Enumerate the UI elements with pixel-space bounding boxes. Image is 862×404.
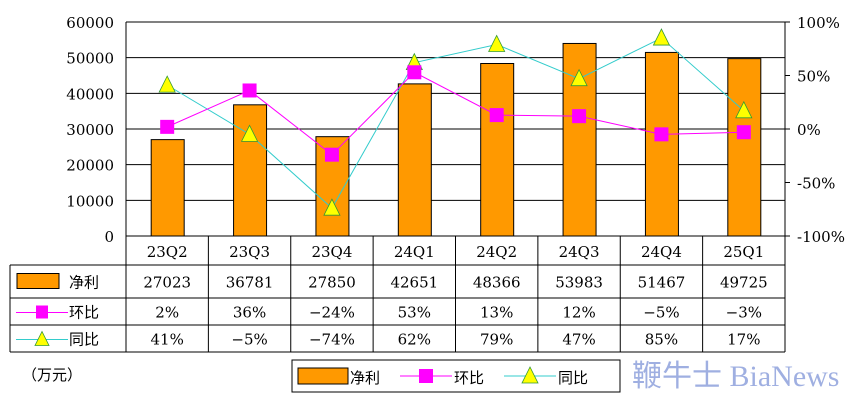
table-cell: 51467 xyxy=(638,274,686,292)
bar-24Q1 xyxy=(397,83,432,237)
table-cell: 13% xyxy=(480,304,513,322)
marker-同比-24Q4 xyxy=(652,28,671,46)
marker-同比-25Q1 xyxy=(735,100,753,119)
left-tick-label: 60000 xyxy=(66,14,114,32)
legend-label-同比: 同比 xyxy=(558,369,588,387)
line-环比 xyxy=(166,71,744,156)
table-cell: −5% xyxy=(643,304,679,322)
table-cell: 17% xyxy=(727,331,760,349)
legend-key-marker-环比 xyxy=(36,305,48,319)
legend-label-净利: 净利 xyxy=(350,369,380,387)
left-tick-label: 20000 xyxy=(66,157,114,175)
marker-同比-23Q2 xyxy=(158,75,176,93)
left-tick-label: 40000 xyxy=(66,85,114,103)
category-label-25Q1: 25Q1 xyxy=(723,243,764,261)
row-label-同比: 同比 xyxy=(69,331,99,349)
marker-同比-24Q3 xyxy=(570,68,588,87)
table-cell: −3% xyxy=(726,304,762,322)
right-tick-label: -100% xyxy=(797,228,845,246)
table-cell: 12% xyxy=(562,304,595,322)
table-cell: 2% xyxy=(155,304,179,322)
bar-23Q3 xyxy=(233,104,268,237)
table-cell: 79% xyxy=(480,331,513,349)
table-cell: 48366 xyxy=(473,274,521,292)
marker-环比-23Q2 xyxy=(160,119,175,134)
legend-label-环比: 环比 xyxy=(454,369,484,387)
line-同比 xyxy=(166,37,745,209)
table-cell: 42651 xyxy=(390,274,438,292)
marker-同比-24Q2 xyxy=(488,34,506,52)
legend-swatch-marker-同比 xyxy=(521,366,539,384)
bar-24Q4 xyxy=(644,51,679,237)
legend-swatch-净利 xyxy=(297,367,349,385)
table-cell: 36781 xyxy=(226,274,274,292)
table-cell: 27850 xyxy=(308,274,356,292)
bar-23Q2 xyxy=(150,139,185,237)
bar-24Q2 xyxy=(480,62,515,237)
category-label-24Q1: 24Q1 xyxy=(394,243,435,261)
marker-环比-23Q4 xyxy=(324,147,339,162)
legend-key-净利 xyxy=(16,273,60,289)
marker-环比-24Q3 xyxy=(572,109,587,124)
table-cell: 62% xyxy=(398,331,431,349)
marker-环比-24Q1 xyxy=(407,65,422,80)
marker-环比-23Q3 xyxy=(242,83,257,98)
right-tick-label: -50% xyxy=(797,175,835,193)
table-cell: 41% xyxy=(151,331,184,349)
right-tick-label: 100% xyxy=(797,14,840,32)
unit-label: （万元） xyxy=(22,366,83,384)
table-cell: 47% xyxy=(562,331,595,349)
table-cell: −74% xyxy=(309,331,355,349)
marker-同比-23Q4 xyxy=(323,198,341,216)
category-label-24Q4: 24Q4 xyxy=(641,243,682,261)
left-tick-label: 30000 xyxy=(66,121,114,139)
right-tick-label: 0% xyxy=(797,121,821,139)
category-label-23Q2: 23Q2 xyxy=(147,243,188,261)
left-tick-label: 10000 xyxy=(66,192,114,210)
marker-环比-24Q4 xyxy=(654,127,669,142)
category-label-23Q4: 23Q4 xyxy=(311,243,352,261)
table-cell: 36% xyxy=(233,304,266,322)
legend-key-marker-同比 xyxy=(34,330,50,346)
row-label-净利: 净利 xyxy=(69,274,99,292)
table-cell: 27023 xyxy=(143,274,191,292)
table-cell: 85% xyxy=(645,331,678,349)
watermark: 鞭牛士 BiaNews xyxy=(632,360,840,393)
category-label-24Q2: 24Q2 xyxy=(476,243,517,261)
left-tick-label: 50000 xyxy=(66,50,114,68)
category-label-24Q3: 24Q3 xyxy=(559,243,600,261)
marker-环比-24Q2 xyxy=(489,108,504,123)
legend-swatch-marker-环比 xyxy=(419,369,433,383)
table-cell: 49725 xyxy=(720,274,768,292)
table-cell: 53983 xyxy=(555,274,603,292)
right-tick-label: 50% xyxy=(797,68,830,86)
table-cell: 53% xyxy=(398,304,431,322)
left-tick-label: 0 xyxy=(104,228,114,246)
table-cell: −24% xyxy=(309,304,355,322)
row-label-环比: 环比 xyxy=(69,304,99,322)
marker-环比-25Q1 xyxy=(736,125,751,140)
category-label-23Q3: 23Q3 xyxy=(229,243,270,261)
bar-25Q1 xyxy=(727,58,762,237)
table-cell: −5% xyxy=(231,331,267,349)
marker-同比-23Q3 xyxy=(240,124,259,142)
